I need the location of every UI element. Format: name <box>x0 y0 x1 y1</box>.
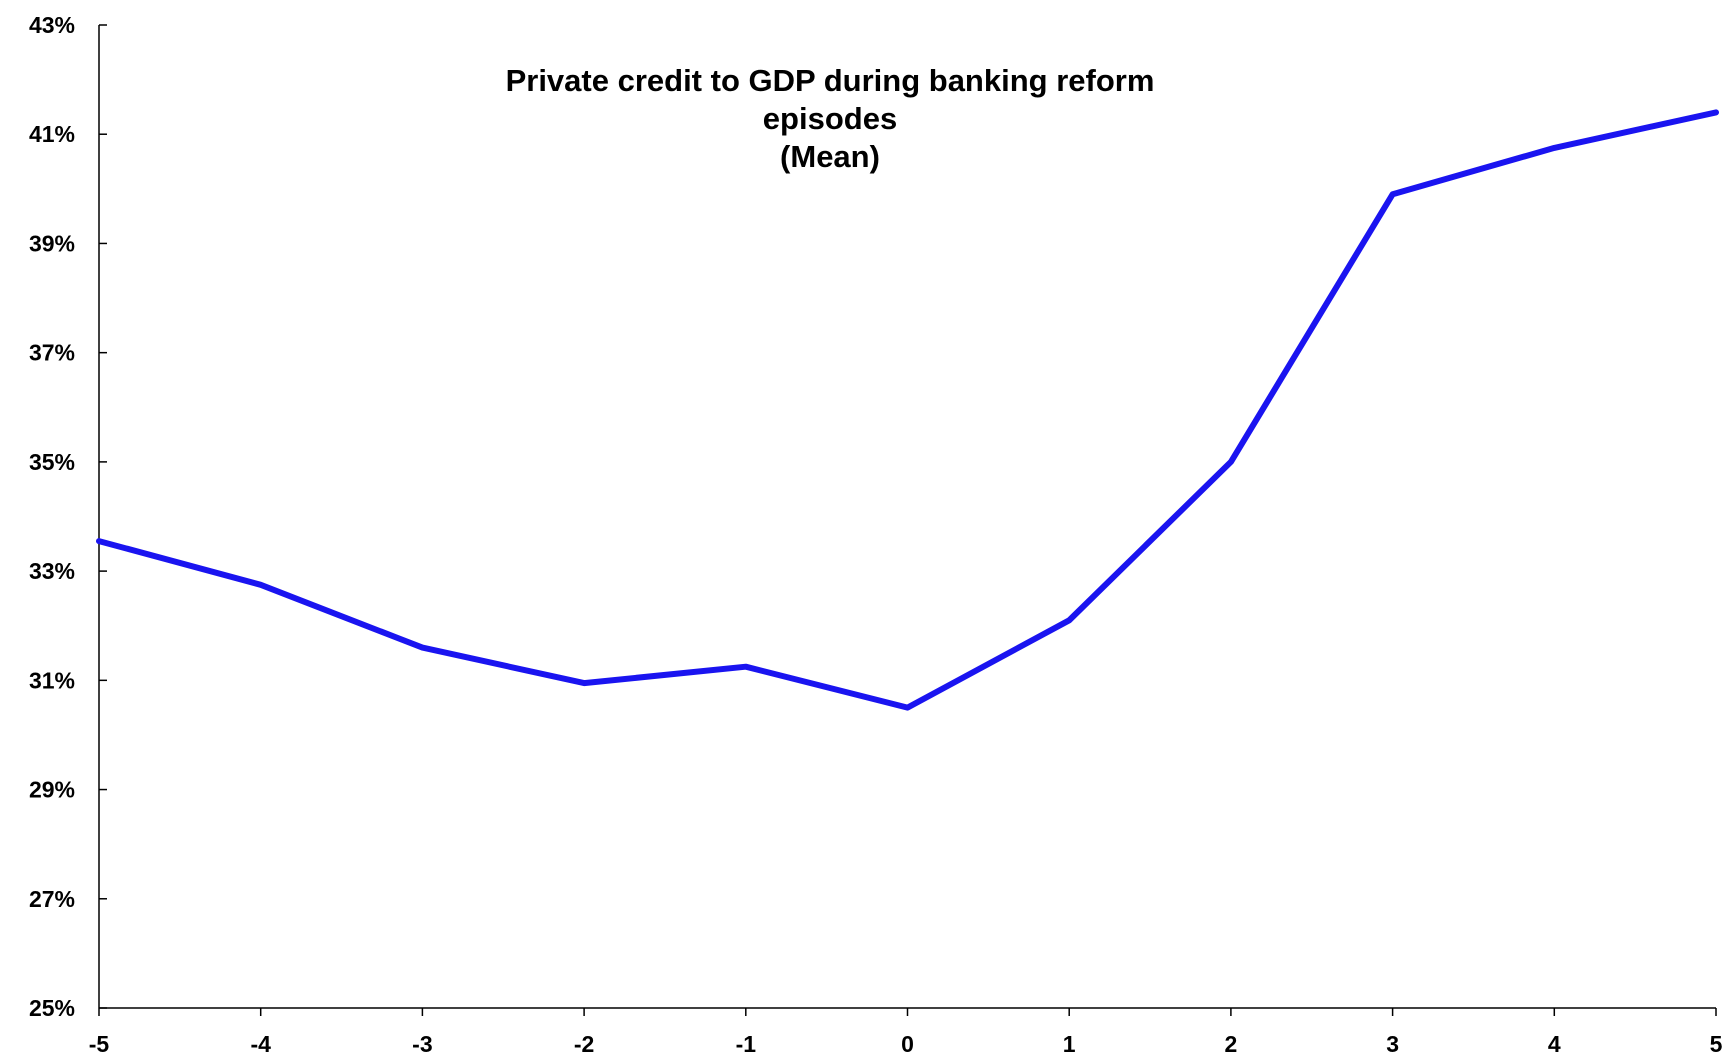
data-point <box>1066 617 1072 623</box>
data-point <box>743 664 749 670</box>
series-group <box>96 109 1719 711</box>
y-tick-label: 39% <box>29 230 75 256</box>
x-tick-label: 4 <box>1548 1031 1561 1057</box>
data-point <box>96 538 102 544</box>
y-axis-ticks: 25% 27% 29% 31% 33% 35% 37% 39% 41% 43% <box>29 12 107 1021</box>
x-tick-label: -1 <box>736 1031 757 1057</box>
chart-subtitle: (Mean) <box>780 139 880 174</box>
data-point <box>1551 145 1557 151</box>
data-point <box>1228 459 1234 465</box>
x-tick-label: 5 <box>1710 1031 1723 1057</box>
data-point <box>258 582 264 588</box>
x-axis-ticks: -5 -4 -3 -2 -1 0 1 2 3 4 5 <box>89 1008 1723 1057</box>
x-tick-label: 3 <box>1386 1031 1399 1057</box>
x-tick-label: -4 <box>250 1031 271 1057</box>
chart-title-block: Private credit to GDP during banking ref… <box>480 62 1180 176</box>
y-tick-label: 33% <box>29 558 75 584</box>
series-line <box>96 109 1719 711</box>
y-tick-label: 27% <box>29 886 75 912</box>
data-point <box>1713 109 1719 115</box>
y-tick-label: 41% <box>29 121 75 147</box>
y-tick-label: 35% <box>29 449 75 475</box>
x-tick-label: -2 <box>574 1031 594 1057</box>
data-point <box>1390 191 1396 197</box>
y-tick-label: 25% <box>29 995 75 1021</box>
y-tick-label: 43% <box>29 12 75 38</box>
x-tick-label: -5 <box>89 1031 110 1057</box>
x-tick-label: 0 <box>901 1031 914 1057</box>
data-point <box>419 645 425 651</box>
x-tick-label: 2 <box>1225 1031 1238 1057</box>
y-tick-label: 29% <box>29 777 75 803</box>
data-point <box>905 705 910 711</box>
y-tick-label: 37% <box>29 340 75 366</box>
x-tick-label: -3 <box>412 1031 432 1057</box>
data-point <box>581 680 587 686</box>
y-tick-label: 31% <box>29 667 75 693</box>
x-tick-label: 1 <box>1063 1031 1076 1057</box>
chart-title: Private credit to GDP during banking ref… <box>505 63 1155 136</box>
